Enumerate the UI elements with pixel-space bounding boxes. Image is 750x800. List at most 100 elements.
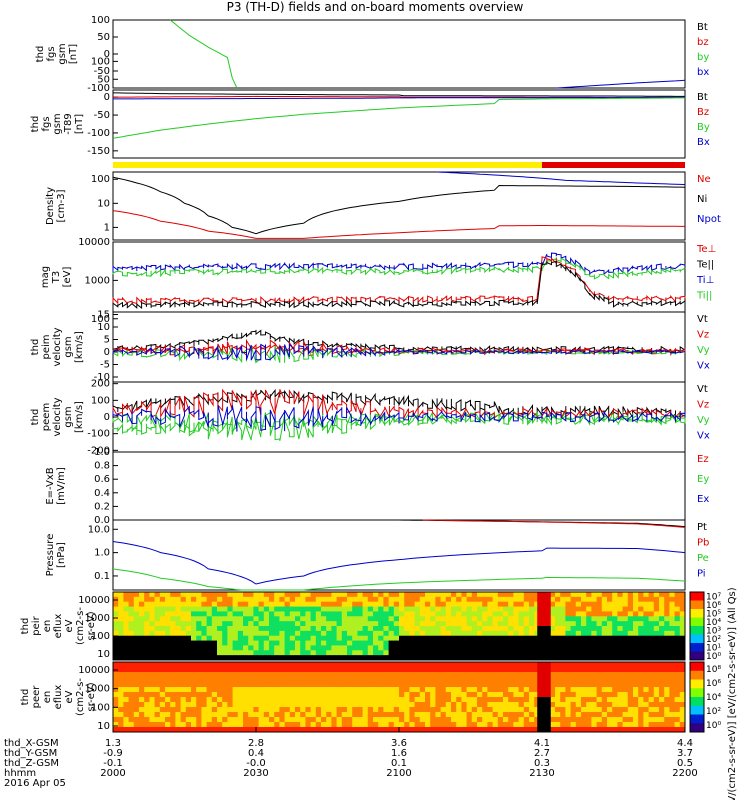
spectrogram-cell [315, 650, 322, 656]
spectrogram-cell [170, 682, 176, 688]
spectrogram-cell [352, 630, 358, 637]
spectrogram-cell [175, 630, 182, 637]
spectrogram-cell [549, 717, 556, 723]
spectrogram-cell [159, 655, 166, 661]
spectrogram-cell [263, 722, 270, 728]
spectrogram-cell [201, 672, 208, 678]
spectrogram-cell [591, 727, 598, 733]
spectrogram-cell [451, 702, 457, 708]
spectrogram-cell [367, 662, 374, 668]
spectrogram-cell [679, 640, 686, 646]
spectrogram-cell [211, 682, 218, 688]
mode-bar-segment [542, 162, 685, 168]
spectrogram-cell [591, 626, 598, 632]
spectrogram-cell [419, 702, 426, 708]
spectrogram-cell [487, 635, 494, 642]
spectrogram-cell [503, 702, 509, 708]
spectrogram-cell [440, 655, 447, 661]
spectrogram-cell [237, 592, 244, 598]
spectrogram-cell [222, 626, 228, 632]
spectrogram-cell [638, 707, 644, 713]
spectrogram-cell [331, 717, 338, 723]
spectrogram-cell [222, 677, 228, 683]
spectrogram-cell [185, 667, 192, 673]
spectrogram-cell [497, 630, 504, 637]
spectrogram-cell [331, 682, 338, 688]
spectrogram-cell [222, 692, 228, 698]
spectrogram-cell [565, 677, 572, 683]
spectrogram-cell [477, 672, 483, 678]
spectrogram-cell [570, 722, 577, 728]
spectrogram-cell [154, 601, 161, 608]
spectrogram-cell [425, 596, 431, 603]
spectrogram-cell [315, 616, 322, 622]
spectrogram-cell [451, 697, 457, 703]
spectrogram-cell [248, 717, 254, 723]
spectrogram-cell [222, 611, 228, 617]
spectrogram-cell [477, 626, 483, 632]
spectrogram-cell [549, 712, 556, 718]
spectrogram-cell [586, 727, 592, 733]
spectrogram-cell [430, 717, 436, 723]
spectrogram-cell [373, 677, 379, 683]
spectrogram-cell [518, 677, 525, 683]
spectrogram-cell [399, 621, 405, 627]
spectrogram-cell [659, 712, 665, 718]
spectrogram-cell [237, 662, 244, 668]
spectrogram-cell [362, 707, 369, 713]
velocity-noise-series [112, 343, 686, 361]
spectrogram-cell [352, 722, 358, 728]
spectrogram-cell [362, 682, 369, 688]
spectrogram-cell [612, 596, 618, 603]
spectrogram-cell [279, 592, 286, 598]
spectrogram-cell [305, 655, 312, 661]
spectrogram-cell [149, 687, 156, 693]
spectrogram-cell [430, 640, 436, 646]
spectrogram-cell [279, 650, 286, 656]
spectrogram-cell [596, 677, 603, 683]
spectrogram-cell [128, 687, 135, 693]
spectrogram-cell [679, 662, 686, 668]
spectrogram-cell [248, 692, 254, 698]
spectrogram-cell [378, 702, 384, 708]
spectrogram-cell [622, 672, 629, 678]
spectrogram-cell [139, 712, 145, 718]
spectrogram-cell [326, 592, 332, 598]
spectrogram-cell [289, 596, 296, 603]
spectrogram-cell [393, 616, 400, 622]
spectrogram-cell [575, 677, 582, 683]
spectrogram-cell [430, 645, 436, 651]
spectrogram-cell [289, 692, 296, 698]
spectrogram-cell [477, 596, 483, 603]
spectrogram-cell [648, 621, 655, 627]
spectrogram-cell [601, 645, 608, 651]
series-Ne [112, 210, 685, 239]
x-row-label: 2016 Apr 05 [4, 778, 66, 789]
x-row-label: thd_Z-GSM [4, 758, 59, 769]
spectrogram-cell [414, 645, 421, 651]
spectrogram-cell [367, 672, 374, 678]
spectrogram-cell [139, 606, 145, 612]
spectrogram-cell [617, 677, 624, 683]
spectrogram-cell [180, 712, 187, 718]
spectrogram-cell [425, 672, 431, 678]
spectrogram-cell [497, 702, 504, 708]
spectrogram-cell [217, 727, 223, 733]
spectrogram-cell [456, 635, 462, 642]
spectrogram-cell [133, 712, 140, 718]
spectrogram-cell [170, 717, 176, 723]
spectrogram-cell [347, 640, 353, 646]
spectrogram-cell [425, 687, 431, 693]
colorbar-tick-label: 10⁰ [706, 652, 721, 662]
spectrogram-cell [191, 650, 197, 656]
spectrogram-cell [196, 662, 202, 668]
spectrogram-cell [185, 645, 192, 651]
spectrogram-cell [253, 635, 260, 642]
spectrogram-cell [440, 626, 447, 632]
spectrogram-cell [612, 707, 618, 713]
spectrogram-cell [159, 727, 166, 733]
spectrogram-cell [175, 692, 182, 698]
spectrogram-cell [653, 727, 660, 733]
spectrogram-cell [352, 702, 358, 708]
spectrogram-cell [113, 630, 119, 637]
